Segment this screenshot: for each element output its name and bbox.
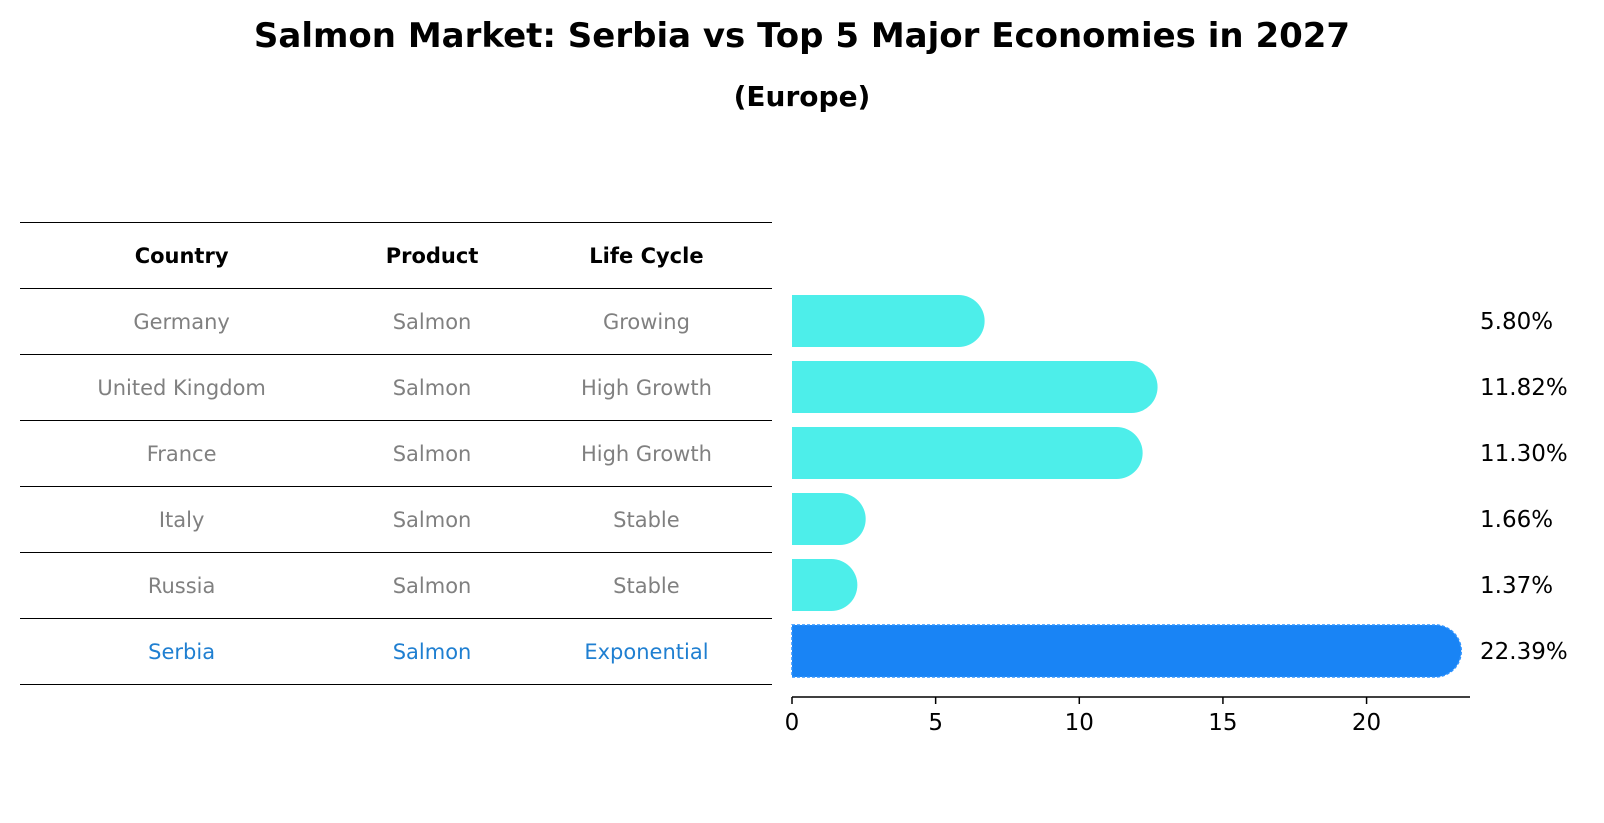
table-row: France Salmon High Growth (20, 420, 772, 487)
cell-product: Salmon (343, 618, 521, 685)
cell-country: France (20, 420, 344, 487)
chart-title: Salmon Market: Serbia vs Top 5 Major Eco… (253, 16, 1351, 56)
bar-germany (792, 295, 985, 347)
chart-subtitle: (Europe) (733, 80, 871, 113)
cell-product: Salmon (343, 354, 521, 421)
table-row: Italy Salmon Stable (20, 486, 772, 553)
cell-life-cycle: High Growth (520, 420, 772, 487)
value-label: 11.82% (1480, 375, 1568, 401)
x-tick-label: 0 (785, 710, 800, 736)
x-tick-label: 15 (1208, 710, 1237, 736)
cell-life-cycle: Stable (520, 486, 772, 553)
cell-product: Salmon (343, 552, 521, 619)
table-row: Germany Salmon Growing (20, 288, 772, 355)
bar-russia (792, 559, 858, 611)
table-row-highlight: Serbia Salmon Exponential (20, 618, 772, 685)
table-header-row: Country Product Life Cycle (20, 222, 772, 289)
cell-product: Salmon (343, 486, 521, 553)
market-table: Country Product Life Cycle Germany Salmo… (20, 222, 772, 685)
cell-country: Germany (20, 288, 344, 355)
value-label: 22.39% (1480, 639, 1568, 665)
cell-country: Serbia (20, 618, 344, 685)
cell-country: Italy (20, 486, 344, 553)
x-tick-label: 10 (1065, 710, 1094, 736)
cell-product: Salmon (343, 420, 521, 487)
bar-united-kingdom (792, 361, 1158, 413)
x-tick-label: 5 (928, 710, 943, 736)
bar-serbia (791, 624, 1462, 678)
header-life-cycle: Life Cycle (520, 222, 772, 289)
header-country: Country (20, 222, 344, 289)
cell-life-cycle: High Growth (520, 354, 772, 421)
bar-france (792, 427, 1143, 479)
cell-life-cycle: Stable (520, 552, 772, 619)
table-row: Russia Salmon Stable (20, 552, 772, 619)
cell-life-cycle: Growing (520, 288, 772, 355)
cell-country: Russia (20, 552, 344, 619)
cell-country: United Kingdom (20, 354, 344, 421)
cell-product: Salmon (343, 288, 521, 355)
x-tick-label: 20 (1352, 710, 1381, 736)
value-label: 5.80% (1480, 309, 1553, 335)
value-label: 11.30% (1480, 441, 1568, 467)
bar-italy (792, 493, 866, 545)
value-label: 1.37% (1480, 573, 1553, 599)
value-label: 1.66% (1480, 507, 1553, 533)
table-row: United Kingdom Salmon High Growth (20, 354, 772, 421)
cell-life-cycle: Exponential (520, 618, 772, 685)
header-product: Product (343, 222, 521, 289)
